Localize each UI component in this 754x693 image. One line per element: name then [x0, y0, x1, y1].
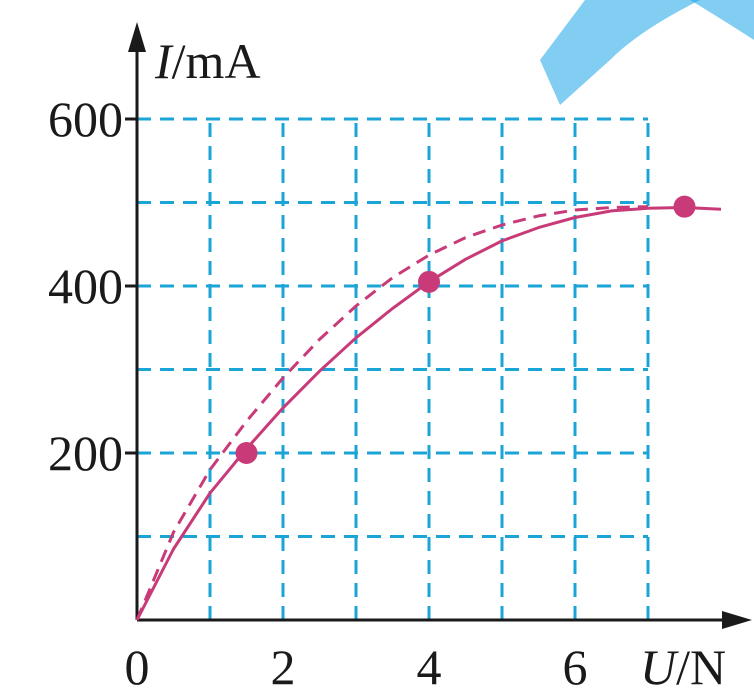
y-tick-label: 400 — [48, 258, 123, 314]
y-axis-symbol: I — [154, 33, 174, 89]
x-axis-label: U/N — [640, 639, 726, 693]
x-tick-label: 2 — [271, 639, 296, 693]
points-layer — [235, 195, 696, 464]
x-axis-unit: /N — [676, 639, 726, 693]
grid — [137, 117, 650, 620]
y-axis-unit: /mA — [172, 33, 261, 89]
tick-labels: 0 2 4 6 200 400 600 — [48, 91, 588, 693]
x-axis-symbol: U — [640, 639, 679, 693]
data-point — [418, 270, 440, 293]
data-point — [235, 442, 258, 464]
y-axis-arrow — [128, 22, 146, 52]
y-tick-label: 600 — [48, 91, 123, 147]
dashed-curve — [135, 205, 649, 621]
x-tick-label: 4 — [417, 639, 442, 693]
watermark — [540, 0, 754, 105]
x-axis-arrow — [722, 611, 752, 629]
axes — [125, 22, 752, 629]
data-point — [673, 195, 696, 218]
x-tick-label: 0 — [125, 639, 150, 693]
y-tick-label: 200 — [48, 425, 123, 481]
y-axis-label: I/mA — [154, 33, 261, 89]
x-tick-label: 6 — [563, 639, 588, 693]
